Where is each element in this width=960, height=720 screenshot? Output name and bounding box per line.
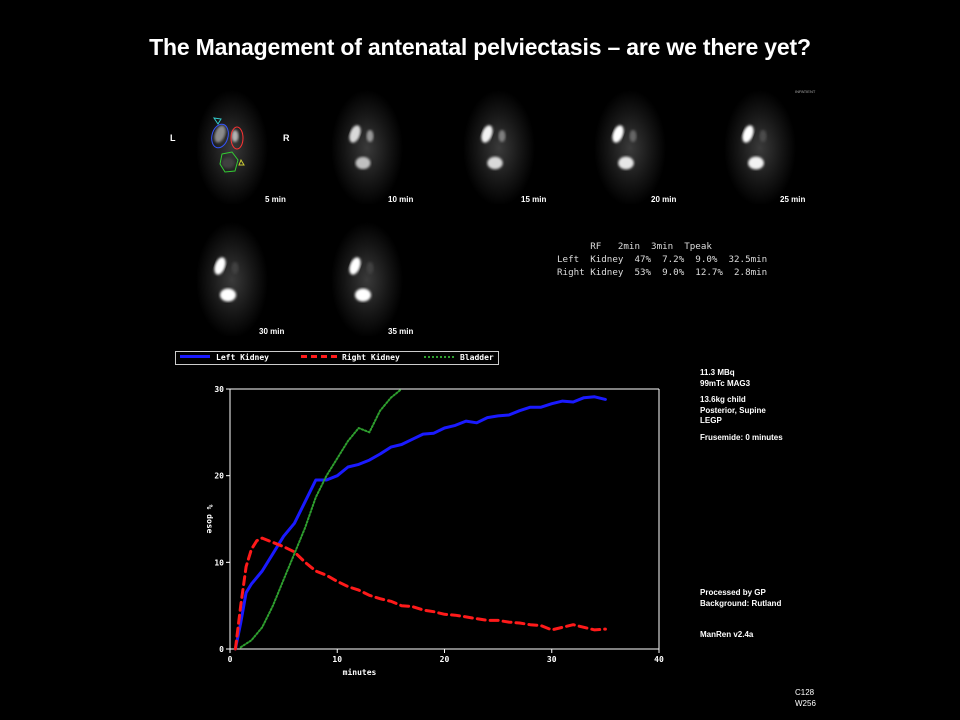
legend-swatch-left-kidney <box>180 355 210 358</box>
x-tick-label: 30 <box>547 655 557 664</box>
right-kidney-blob <box>498 130 506 142</box>
body-outline <box>594 90 666 204</box>
scan-image <box>594 90 666 204</box>
x-tick-label: 20 <box>440 655 450 664</box>
info-line: Frusemide: 0 minutes <box>700 432 783 442</box>
bladder-blob <box>748 156 764 170</box>
right-kidney-blob <box>759 130 767 142</box>
roi-bladder <box>219 151 239 173</box>
slide-title: The Management of antenatal pelviectasis… <box>149 34 811 60</box>
right-kidney-blob <box>231 262 239 274</box>
body-outline <box>463 90 535 204</box>
y-tick-label: 10 <box>214 558 224 567</box>
rf-table-row-right: Right Kidney 53% 9.0% 12.7% 2.8min <box>557 267 768 278</box>
frame-time-label: 20 min <box>651 195 677 204</box>
right-kidney-blob <box>366 130 374 142</box>
left-kidney-blob <box>481 125 493 143</box>
y-axis-label: % dose <box>205 505 214 534</box>
background-method: Background: Rutland <box>700 598 782 608</box>
study-info: 11.3 MBq 99mTc MAG3 13.6kg child Posteri… <box>700 368 783 443</box>
left-side-label: L <box>170 133 176 143</box>
info-line: LEGP <box>700 416 722 425</box>
x-tick-label: 10 <box>332 655 342 664</box>
processing-info: Processed by GP Background: Rutland <box>700 588 781 609</box>
left-kidney-blob <box>349 257 361 275</box>
window-value: W256 <box>795 698 816 708</box>
legend-swatch-right-kidney <box>301 355 337 358</box>
relative-function-table: RF 2min 3min Tpeak Left Kidney 47% 7.2% … <box>557 240 767 279</box>
bladder-blob <box>221 157 235 169</box>
left-kidney-blob <box>742 125 754 143</box>
y-tick-label: 30 <box>214 385 224 394</box>
series-line-bladder <box>239 388 403 649</box>
y-tick-label: 20 <box>214 472 224 481</box>
left-kidney-blob <box>214 125 226 143</box>
scan-frame-4 <box>578 86 682 204</box>
roi-marker-cyan <box>212 117 222 125</box>
bladder-blob <box>618 156 634 170</box>
frame-corner-text: INPATIENT <box>795 89 816 94</box>
right-kidney-blob <box>629 130 637 142</box>
bladder-blob <box>355 156 371 170</box>
body-outline <box>724 90 796 204</box>
body-outline <box>196 222 268 336</box>
contrast-window: C128 W256 <box>795 688 816 709</box>
right-kidney-blob <box>231 130 239 142</box>
body-outline <box>331 90 403 204</box>
bladder-blob <box>220 288 236 302</box>
software-version: ManRen v2.4a <box>700 630 754 639</box>
series-line-right-kidney <box>233 536 607 651</box>
scan-frame-2 <box>315 86 419 204</box>
body-outline <box>331 222 403 336</box>
left-kidney-blob <box>612 125 624 143</box>
scan-image <box>463 90 535 204</box>
rf-table-header: RF 2min 3min Tpeak <box>557 241 712 252</box>
frame-time-label: 30 min <box>259 327 285 336</box>
frame-time-label: 10 min <box>388 195 414 204</box>
legend-label-left-kidney: Left Kidney <box>216 353 269 362</box>
x-tick-label: 40 <box>654 655 664 664</box>
legend-label-right-kidney: Right Kidney <box>342 353 400 362</box>
frame-time-label: 5 min <box>265 195 286 204</box>
frame-time-label: 15 min <box>521 195 547 204</box>
scan-frame-6 <box>180 218 284 336</box>
chart-legend: Left Kidney Right Kidney Bladder <box>175 351 499 365</box>
bladder-blob <box>487 156 503 170</box>
legend-swatch-bladder <box>424 356 454 358</box>
right-side-label: R <box>283 133 290 143</box>
left-kidney-blob <box>349 125 361 143</box>
info-line: 99mTc MAG3 <box>700 378 751 388</box>
processed-by: Processed by GP <box>700 588 766 597</box>
roi-marker-yellow <box>238 158 245 166</box>
bladder-blob <box>355 288 371 302</box>
roi-left-kidney <box>211 123 229 149</box>
rf-table-row-left: Left Kidney 47% 7.2% 9.0% 32.5min <box>557 254 768 265</box>
contrast-value: C128 <box>795 688 815 697</box>
roi-right-kidney <box>230 126 244 150</box>
scan-frame-3 <box>447 86 551 204</box>
scan-image <box>331 222 403 336</box>
scan-image <box>331 90 403 204</box>
x-axis-label: minutes <box>343 667 377 677</box>
right-kidney-blob <box>366 262 374 274</box>
info-line: Posterior, Supine <box>700 405 766 415</box>
x-tick-label: 0 <box>228 655 233 664</box>
series-line-left-kidney <box>233 395 607 651</box>
scan-image <box>196 90 268 204</box>
info-line: 11.3 MBq <box>700 368 735 377</box>
scan-frame-7 <box>315 218 419 336</box>
info-line: 13.6kg child <box>700 395 746 404</box>
frame-time-label: 35 min <box>388 327 414 336</box>
scan-frame-5 <box>708 86 812 204</box>
scan-frame-1 <box>180 86 284 204</box>
frame-time-label: 25 min <box>780 195 806 204</box>
left-kidney-blob <box>214 257 226 275</box>
legend-label-bladder: Bladder <box>460 353 494 362</box>
y-tick-label: 0 <box>219 645 224 654</box>
scan-image <box>724 90 796 204</box>
scan-image <box>196 222 268 336</box>
